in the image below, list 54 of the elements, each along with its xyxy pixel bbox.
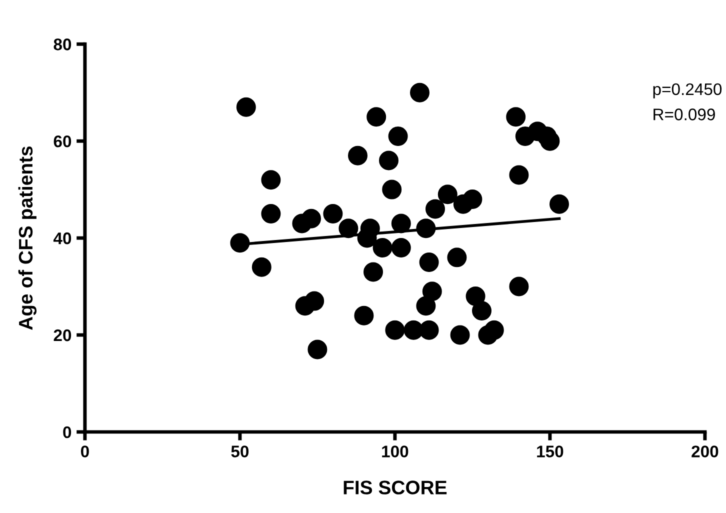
point bbox=[509, 165, 529, 185]
point bbox=[549, 194, 569, 214]
x-axis-title: FIS SCORE bbox=[344, 480, 447, 494]
point bbox=[416, 296, 436, 316]
point bbox=[236, 97, 256, 117]
point bbox=[484, 320, 504, 340]
point bbox=[509, 276, 529, 296]
x-tick-label: 50 bbox=[231, 446, 249, 458]
point bbox=[372, 238, 392, 258]
point bbox=[419, 320, 439, 340]
point bbox=[419, 252, 439, 272]
annotation: p=0.2450 bbox=[653, 83, 722, 98]
point bbox=[261, 170, 281, 190]
y-axis-title: Age of CFS patients bbox=[18, 146, 37, 330]
point bbox=[425, 199, 445, 219]
y-tick-label: 20 bbox=[54, 329, 72, 342]
point bbox=[404, 320, 424, 340]
point bbox=[348, 146, 368, 166]
x-tick-label: 0 bbox=[80, 446, 89, 458]
x-tick-label: 150 bbox=[537, 446, 564, 458]
point bbox=[391, 214, 411, 234]
point bbox=[252, 257, 272, 277]
point bbox=[388, 126, 408, 146]
point bbox=[447, 248, 467, 268]
x-tick-label: 200 bbox=[692, 446, 718, 458]
point bbox=[506, 107, 526, 127]
point bbox=[301, 208, 321, 228]
point bbox=[323, 204, 343, 224]
point bbox=[385, 320, 405, 340]
point bbox=[391, 238, 411, 258]
point bbox=[472, 301, 492, 320]
point bbox=[450, 325, 470, 345]
point bbox=[304, 291, 324, 311]
point bbox=[363, 262, 383, 282]
point bbox=[410, 82, 430, 102]
point bbox=[416, 218, 436, 238]
point bbox=[378, 150, 398, 170]
point bbox=[466, 286, 486, 306]
y-tick-label: 0 bbox=[63, 426, 72, 438]
x-tick-label: 100 bbox=[382, 446, 408, 458]
y-tick-label: 60 bbox=[54, 135, 72, 148]
annotation: R=0.099 bbox=[654, 108, 715, 120]
point bbox=[261, 204, 281, 224]
point bbox=[230, 233, 250, 253]
point bbox=[462, 190, 482, 209]
point bbox=[438, 184, 458, 204]
point bbox=[354, 306, 374, 326]
point bbox=[382, 180, 402, 200]
point bbox=[308, 340, 328, 360]
point bbox=[422, 282, 442, 302]
y-tick-label: 40 bbox=[53, 232, 72, 244]
y-tick-label: 80 bbox=[54, 38, 72, 50]
point bbox=[338, 218, 358, 238]
point bbox=[366, 107, 386, 127]
